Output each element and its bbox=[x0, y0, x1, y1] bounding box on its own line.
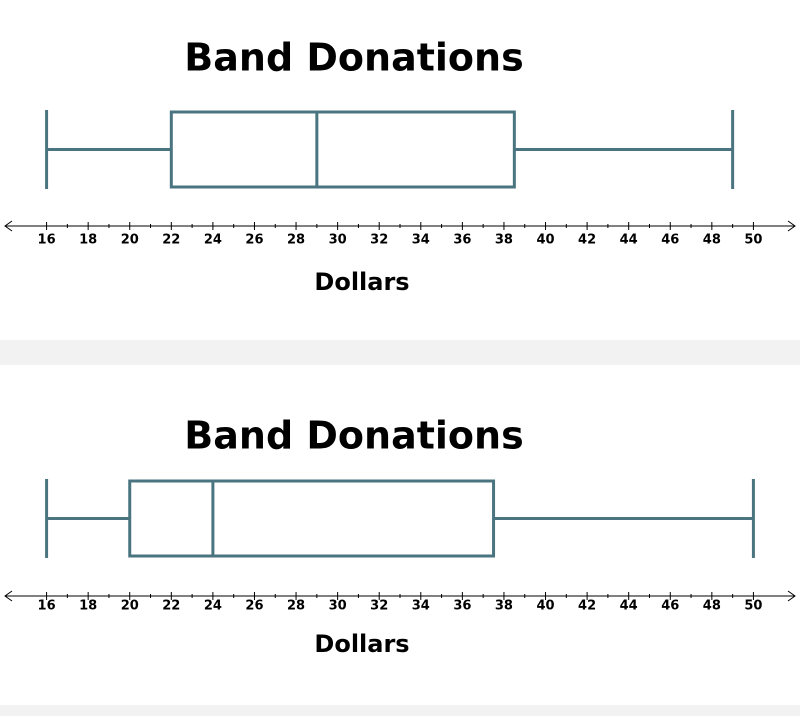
x-tick-label: 22 bbox=[162, 599, 180, 614]
x-tick-label: 40 bbox=[536, 599, 554, 614]
x-axis-label: Dollars bbox=[314, 268, 409, 296]
x-tick-label: 30 bbox=[329, 599, 347, 614]
x-tick-label: 24 bbox=[204, 233, 222, 248]
axis-arrow bbox=[4, 590, 13, 602]
x-tick-label: 30 bbox=[329, 233, 347, 248]
x-tick-label: 48 bbox=[703, 599, 721, 614]
x-tick-label: 36 bbox=[453, 599, 471, 614]
x-tick-label: 46 bbox=[661, 233, 679, 248]
x-tick-label: 26 bbox=[245, 599, 263, 614]
x-tick-label: 38 bbox=[495, 233, 513, 248]
x-tick-label: 44 bbox=[620, 599, 638, 614]
x-tick-label: 16 bbox=[38, 599, 56, 614]
x-tick-label: 24 bbox=[204, 599, 222, 614]
axis-arrow bbox=[4, 220, 13, 232]
chart-title: Band Donations bbox=[184, 414, 523, 458]
box bbox=[169, 110, 516, 189]
x-tick-label: 48 bbox=[703, 233, 721, 248]
axis-arrow bbox=[787, 590, 796, 602]
x-tick-label: 20 bbox=[121, 233, 139, 248]
box bbox=[128, 479, 496, 558]
axis-arrow bbox=[787, 220, 796, 232]
x-tick-label: 18 bbox=[79, 233, 97, 248]
chart-title: Band Donations bbox=[184, 36, 523, 80]
chart: Band Donations 16 18 20 22 24 26 28 30 32 34 36 38 40… bbox=[0, 0, 800, 340]
x-tick-label: 20 bbox=[121, 599, 139, 614]
x-axis-label: Dollars bbox=[314, 630, 409, 658]
x-tick-label: 50 bbox=[744, 233, 762, 248]
x-tick-label: 26 bbox=[245, 233, 263, 248]
x-tick-label: 18 bbox=[79, 599, 97, 614]
chart: Band Donations 16 18 20 22 24 26 28 30 32 34 36 38 40… bbox=[0, 365, 800, 705]
x-tick-label: 34 bbox=[412, 599, 430, 614]
x-tick-label: 50 bbox=[744, 599, 762, 614]
x-tick-label: 16 bbox=[38, 233, 56, 248]
x-tick-label: 36 bbox=[453, 233, 471, 248]
x-tick-label: 32 bbox=[370, 599, 388, 614]
x-tick-label: 38 bbox=[495, 599, 513, 614]
x-tick-label: 28 bbox=[287, 233, 305, 248]
x-tick-label: 32 bbox=[370, 233, 388, 248]
x-tick-label: 42 bbox=[578, 233, 596, 248]
x-tick-label: 34 bbox=[412, 233, 430, 248]
x-tick-label: 46 bbox=[661, 599, 679, 614]
x-tick-label: 40 bbox=[536, 233, 554, 248]
x-tick-label: 44 bbox=[620, 233, 638, 248]
x-tick-label: 28 bbox=[287, 599, 305, 614]
x-tick-label: 42 bbox=[578, 599, 596, 614]
x-tick-label: 22 bbox=[162, 233, 180, 248]
